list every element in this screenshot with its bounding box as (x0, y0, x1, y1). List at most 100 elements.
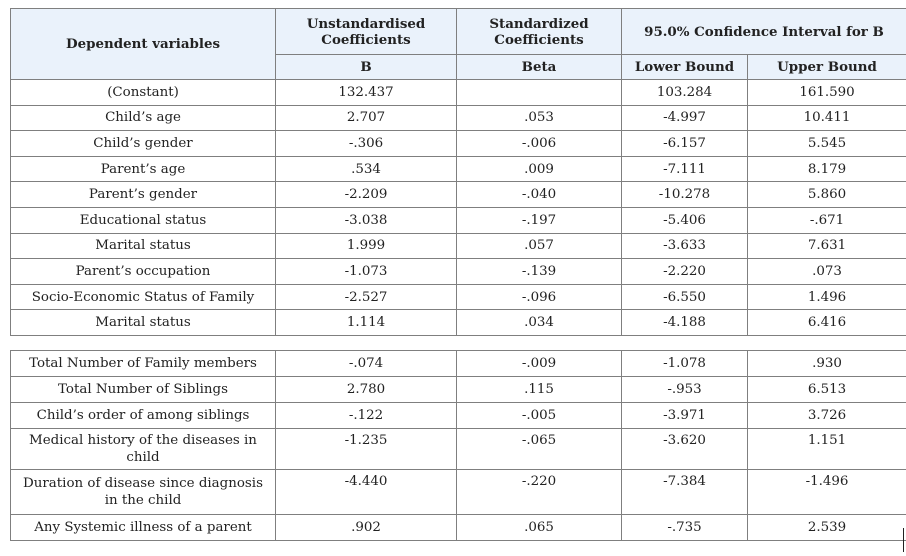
header-col-b: B (275, 54, 457, 80)
cell-variable: Any Systemic illness of a parent (10, 514, 276, 541)
cell-lower: -6.157 (621, 130, 748, 157)
cell-variable: Medical history of the diseases in child (10, 428, 276, 470)
cell-beta: .053 (456, 104, 622, 132)
header-col-beta: Beta (456, 54, 622, 80)
header-col-upper-bound: Upper Bound (747, 54, 906, 80)
cell-upper: 7.631 (747, 232, 906, 260)
cell-b: -2.527 (275, 283, 457, 311)
cell-upper: -1.496 (747, 469, 906, 515)
cell-upper: 8.179 (747, 155, 906, 183)
header-confidence-interval: 95.0% Confidence Interval for B (621, 8, 906, 55)
cell-beta: -.009 (456, 350, 622, 377)
cell-b: 2.780 (275, 376, 457, 403)
cell-upper: 2.539 (747, 514, 906, 541)
table-row: Child’s age 2.707.053 -4.997 10.411 (10, 104, 906, 132)
cell-b: -2.209 (275, 181, 457, 208)
cell-lower: 103.284 (621, 79, 748, 106)
regression-table-family: Total Number of Family members -.074 -.009… (10, 350, 906, 541)
cell-upper: 10.411 (747, 104, 906, 132)
cell-variable: Duration of disease since diagnosis in t… (10, 469, 276, 515)
table-row: Duration of disease since diagnosis in t… (10, 469, 906, 515)
cell-lower: -10.278 (621, 181, 748, 208)
cell-b: -3.038 (275, 206, 457, 234)
cell-lower: -3.633 (621, 232, 748, 260)
table-row: Educational status -3.038 -.197 -5.406 -.671 (10, 206, 906, 234)
cell-variable: Socio-Economic Status of Family (10, 283, 276, 311)
cell-upper: .073 (747, 258, 906, 285)
table-row: Child’s gender -.306 -.006 -6.157 5.545 (10, 130, 906, 157)
header-std-line1: Standardized (489, 15, 589, 32)
cell-upper: 5.545 (747, 130, 906, 157)
cell-b: 132.437 (275, 79, 457, 106)
cell-lower: -6.550 (621, 283, 748, 311)
cell-beta: .065 (456, 514, 622, 541)
cell-upper: 6.416 (747, 309, 906, 336)
table-row: Parent’s gender -2.209 -.040 -10.278 5.860 (10, 181, 906, 208)
cell-beta: -.006 (456, 130, 622, 157)
table-row: (Constant) 132.437 103.284 161.590 (10, 79, 906, 106)
cell-lower: -4.997 (621, 104, 748, 132)
cell-b: .534 (275, 155, 457, 183)
table-row: Socio-Economic Status of Family -2.527 -.0… (10, 283, 906, 311)
cell-b: -1.235 (275, 428, 457, 470)
regression-table-main: Dependent variables Unstandardised Coeff… (10, 8, 906, 336)
header-col-lower-bound: Lower Bound (621, 54, 748, 80)
cell-lower: -.735 (621, 514, 748, 541)
cell-variable: Parent’s occupation (10, 258, 276, 285)
cell-variable: Total Number of Family members (10, 350, 276, 377)
cell-variable: Educational status (10, 206, 276, 234)
cell-upper: 5.860 (747, 181, 906, 208)
cell-b: -.074 (275, 350, 457, 377)
cell-b: .902 (275, 514, 457, 541)
cell-b: 1.999 (275, 232, 457, 260)
table-body-family: Total Number of Family members -.074 -.009… (10, 350, 906, 541)
cell-beta: .009 (456, 155, 622, 183)
cell-upper: 3.726 (747, 402, 906, 429)
table-row: Any Systemic illness of a parent .902.065… (10, 514, 906, 541)
cell-upper: 161.590 (747, 79, 906, 106)
cell-variable: Parent’s gender (10, 181, 276, 208)
cell-variable: Child’s gender (10, 130, 276, 157)
cell-upper: 1.151 (747, 428, 906, 470)
text-cursor (903, 528, 904, 552)
cell-lower: -3.620 (621, 428, 748, 470)
cell-variable: Marital status (10, 309, 276, 336)
cell-upper: 1.496 (747, 283, 906, 311)
cell-lower: -4.188 (621, 309, 748, 336)
cell-b: -1.073 (275, 258, 457, 285)
cell-beta: -.139 (456, 258, 622, 285)
cell-beta: -.197 (456, 206, 622, 234)
cell-variable: Parent’s age (10, 155, 276, 183)
header-unstandardised-coefficients: Unstandardised Coefficients (275, 8, 457, 55)
cell-upper: 6.513 (747, 376, 906, 403)
cell-variable: Child’s order of among siblings (10, 402, 276, 429)
cell-b: 2.707 (275, 104, 457, 132)
cell-lower: -3.971 (621, 402, 748, 429)
cell-b: -4.440 (275, 469, 457, 515)
cell-upper: -.671 (747, 206, 906, 234)
cell-lower: -7.384 (621, 469, 748, 515)
cell-lower: -5.406 (621, 206, 748, 234)
table-row: Total Number of Siblings 2.780.115 -.953 6.… (10, 376, 906, 403)
header-std-line2: Coefficients (494, 31, 584, 48)
cell-beta: -.005 (456, 402, 622, 429)
cell-variable: Total Number of Siblings (10, 376, 276, 403)
header-dependent-variables: Dependent variables (10, 8, 276, 80)
table-row: Parent’s age .534.009 -7.111 8.179 (10, 155, 906, 183)
table-row: Total Number of Family members -.074 -.009… (10, 350, 906, 377)
header-unstd-line2: Coefficients (321, 31, 411, 48)
cell-variable: Child’s age (10, 104, 276, 132)
cell-beta (456, 79, 622, 106)
table-row: Parent’s occupation -1.073 -.139 -2.220.073 (10, 258, 906, 285)
cell-beta: -.065 (456, 428, 622, 470)
cell-lower: -1.078 (621, 350, 748, 377)
header-standardized-coefficients: Standardized Coefficients (456, 8, 622, 55)
table-row: Child’s order of among siblings -.122 -.00… (10, 402, 906, 429)
table-body-main: (Constant) 132.437 103.284 161.590 Child’s a… (10, 79, 906, 336)
cell-beta: .057 (456, 232, 622, 260)
cell-lower: -2.220 (621, 258, 748, 285)
cell-beta: .115 (456, 376, 622, 403)
cell-beta: -.220 (456, 469, 622, 515)
table-row: Marital status 1.999.057 -3.633 7.631 (10, 232, 906, 260)
header-unstd-line1: Unstandardised (306, 15, 426, 32)
